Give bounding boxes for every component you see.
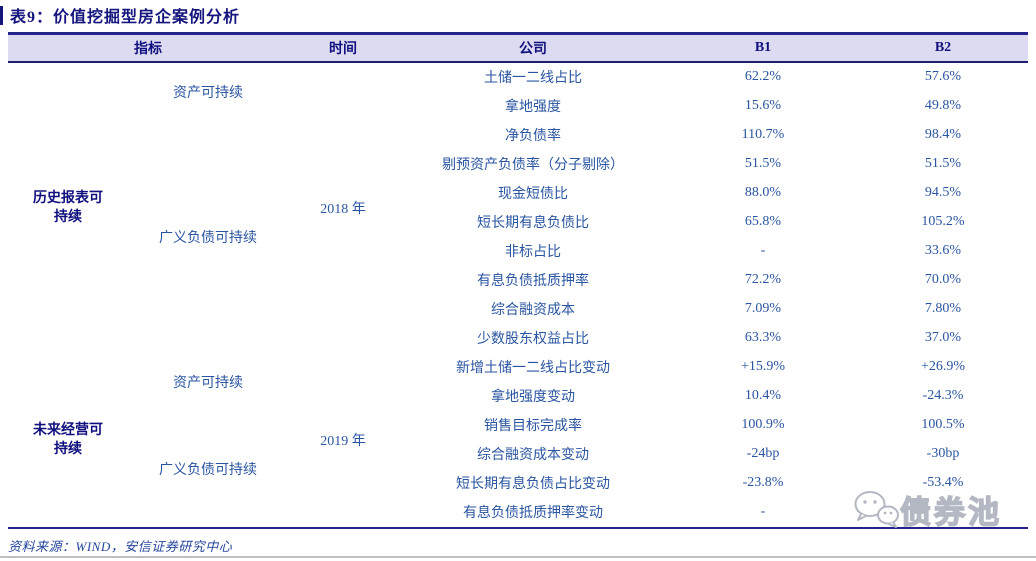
metric-label: 非标占比 — [505, 245, 561, 260]
value-b1: 88.0% — [744, 185, 782, 200]
source-note: 资料来源：WIND，安信证券研究中心 — [8, 539, 233, 554]
table-body: 历史报表可持续 资产可持续 2018 年土储一二线占比 62.2% 57.6% 拿地强度 1… — [8, 62, 1028, 528]
header-row: 指标 时间 公司 B1 B2 — [8, 33, 1028, 63]
column-header-indicator: 指标 — [8, 33, 288, 63]
column-header-b2: B2 — [858, 33, 1028, 63]
value-b1: 10.4% — [744, 388, 782, 403]
metric-label: 剔预资产负债率（分子剔除） — [442, 158, 624, 173]
table-row: 剔预资产负债率（分子剔除） 51.5% 51.5% — [8, 150, 1028, 179]
value-b1: - — [760, 243, 766, 258]
value-b2: 94.5% — [924, 185, 962, 200]
value-b2 — [858, 498, 1028, 528]
value-b1: 62.2% — [744, 69, 782, 84]
table-row: 现金短债比 88.0% 94.5% — [8, 179, 1028, 208]
table-row: 拿地强度变动 10.4% -24.3% — [8, 382, 1028, 411]
metric-label: 净负债率 — [505, 129, 561, 144]
table-row: 有息负债抵质押率 72.2% 70.0% — [8, 266, 1028, 295]
value-b2: 70.0% — [924, 272, 962, 287]
metric-label: 综合融资成本 — [491, 303, 575, 318]
table-row: 广义负债可持续 销售目标完成率 100.9% 100.5% — [8, 411, 1028, 478]
group-label: 广义负债可持续 — [159, 462, 257, 478]
table-row: 短长期有息负债占比变动 -23.8% -53.4% — [8, 469, 1028, 498]
value-b1: 100.9% — [741, 417, 785, 432]
group-label: 广义负债可持续 — [159, 230, 257, 246]
title-accent-bar — [0, 5, 3, 25]
table-row: 综合融资成本变动 -24bp -30bp — [8, 440, 1028, 469]
value-b1: 65.8% — [744, 214, 782, 229]
value-b1: 63.3% — [744, 330, 782, 345]
metric-label: 少数股东权益占比 — [477, 332, 589, 347]
section-label: 未来经营可持续 — [33, 422, 103, 457]
table-row: 未来经营可持续 资产可持续 2019 年 新增土储一二线占比变动 +15.9% +26.9… — [8, 353, 1028, 457]
value-b1: +15.9% — [740, 359, 786, 374]
case-analysis-table: 指标 时间 公司 B1 B2 历史报表可持续 资产可持续 2018 年土储一二线占比… — [8, 32, 1028, 529]
table-row: 少数股东权益占比 63.3% 37.0% — [8, 324, 1028, 353]
value-b1: 72.2% — [744, 272, 782, 287]
metric-label: 土储一二线占比 — [484, 71, 582, 86]
table-row: 广义负债可持续 净负债率 110.7% 98.4% — [8, 121, 1028, 246]
table-row: 短长期有息负债比 65.8% 105.2% — [8, 208, 1028, 237]
value-b2: +26.9% — [920, 359, 966, 374]
value-b2: 7.80% — [924, 301, 962, 316]
time-label: 2019 年 — [320, 433, 366, 449]
value-b1: -23.8% — [742, 475, 784, 490]
section-label: 历史报表可持续 — [33, 190, 103, 225]
metric-label: 有息负债抵质押率 — [477, 274, 589, 289]
metric-label: 拿地强度变动 — [491, 390, 575, 405]
group-label: 资产可持续 — [173, 85, 243, 101]
value-b2: 33.6% — [924, 243, 962, 258]
value-b2: 105.2% — [921, 214, 965, 229]
bottom-divider — [0, 556, 1036, 558]
metric-label: 新增土储一二线占比变动 — [456, 361, 610, 376]
table-header: 指标 时间 公司 B1 B2 — [8, 33, 1028, 63]
metric-label: 有息负债抵质押率变动 — [463, 506, 603, 521]
value-b2: 100.5% — [921, 417, 965, 432]
value-b1: - — [760, 504, 766, 519]
value-b2: 57.6% — [924, 69, 962, 84]
table-row: 拿地强度 15.6% 49.8% — [8, 92, 1028, 121]
metric-label: 销售目标完成率 — [484, 419, 582, 434]
metric-label: 拿地强度 — [505, 100, 561, 115]
metric-label: 综合融资成本变动 — [477, 448, 589, 463]
column-header-b1: B1 — [668, 33, 858, 63]
value-b2: -53.4% — [922, 475, 964, 490]
table-row: 历史报表可持续 资产可持续 2018 年 土储一二线占比 62.2% 57.6% — [8, 62, 1028, 225]
value-b1: 15.6% — [744, 98, 782, 113]
value-b1: 51.5% — [744, 156, 782, 171]
value-b2: 37.0% — [924, 330, 962, 345]
column-header-time: 时间 — [288, 33, 398, 63]
table-row: 非标占比 - 33.6% — [8, 237, 1028, 266]
table-row: 综合融资成本 7.09% 7.80% — [8, 295, 1028, 324]
time-label: 2018 年 — [320, 201, 366, 217]
metric-label: 短长期有息负债占比变动 — [456, 477, 610, 492]
value-b1: 7.09% — [744, 301, 782, 316]
value-b2: -24.3% — [922, 388, 964, 403]
value-b2: 51.5% — [924, 156, 962, 171]
value-b2: -30bp — [926, 446, 960, 461]
column-header-company: 公司 — [398, 33, 668, 63]
value-b1: -24bp — [746, 446, 780, 461]
value-b2: 49.8% — [924, 98, 962, 113]
table-title-row: 表9：价值挖掘型房企案例分析 — [0, 3, 240, 27]
metric-label: 现金短债比 — [498, 187, 568, 202]
metric-label: 短长期有息负债比 — [477, 216, 589, 231]
page-title: 表9：价值挖掘型房企案例分析 — [10, 9, 241, 26]
value-b1: 110.7% — [741, 127, 785, 142]
value-b2: 98.4% — [924, 127, 962, 142]
group-label: 资产可持续 — [173, 375, 243, 391]
table-row: 有息负债抵质押率变动 - — [8, 498, 1028, 528]
